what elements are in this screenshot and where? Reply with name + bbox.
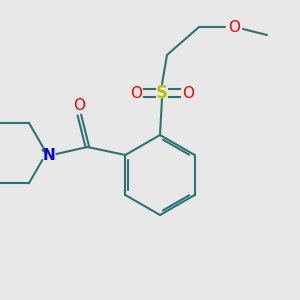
Text: S: S [156,84,168,102]
Text: N: N [43,148,56,163]
Text: O: O [74,98,86,112]
Text: O: O [182,85,194,100]
Text: O: O [130,85,142,100]
Text: O: O [228,20,240,34]
